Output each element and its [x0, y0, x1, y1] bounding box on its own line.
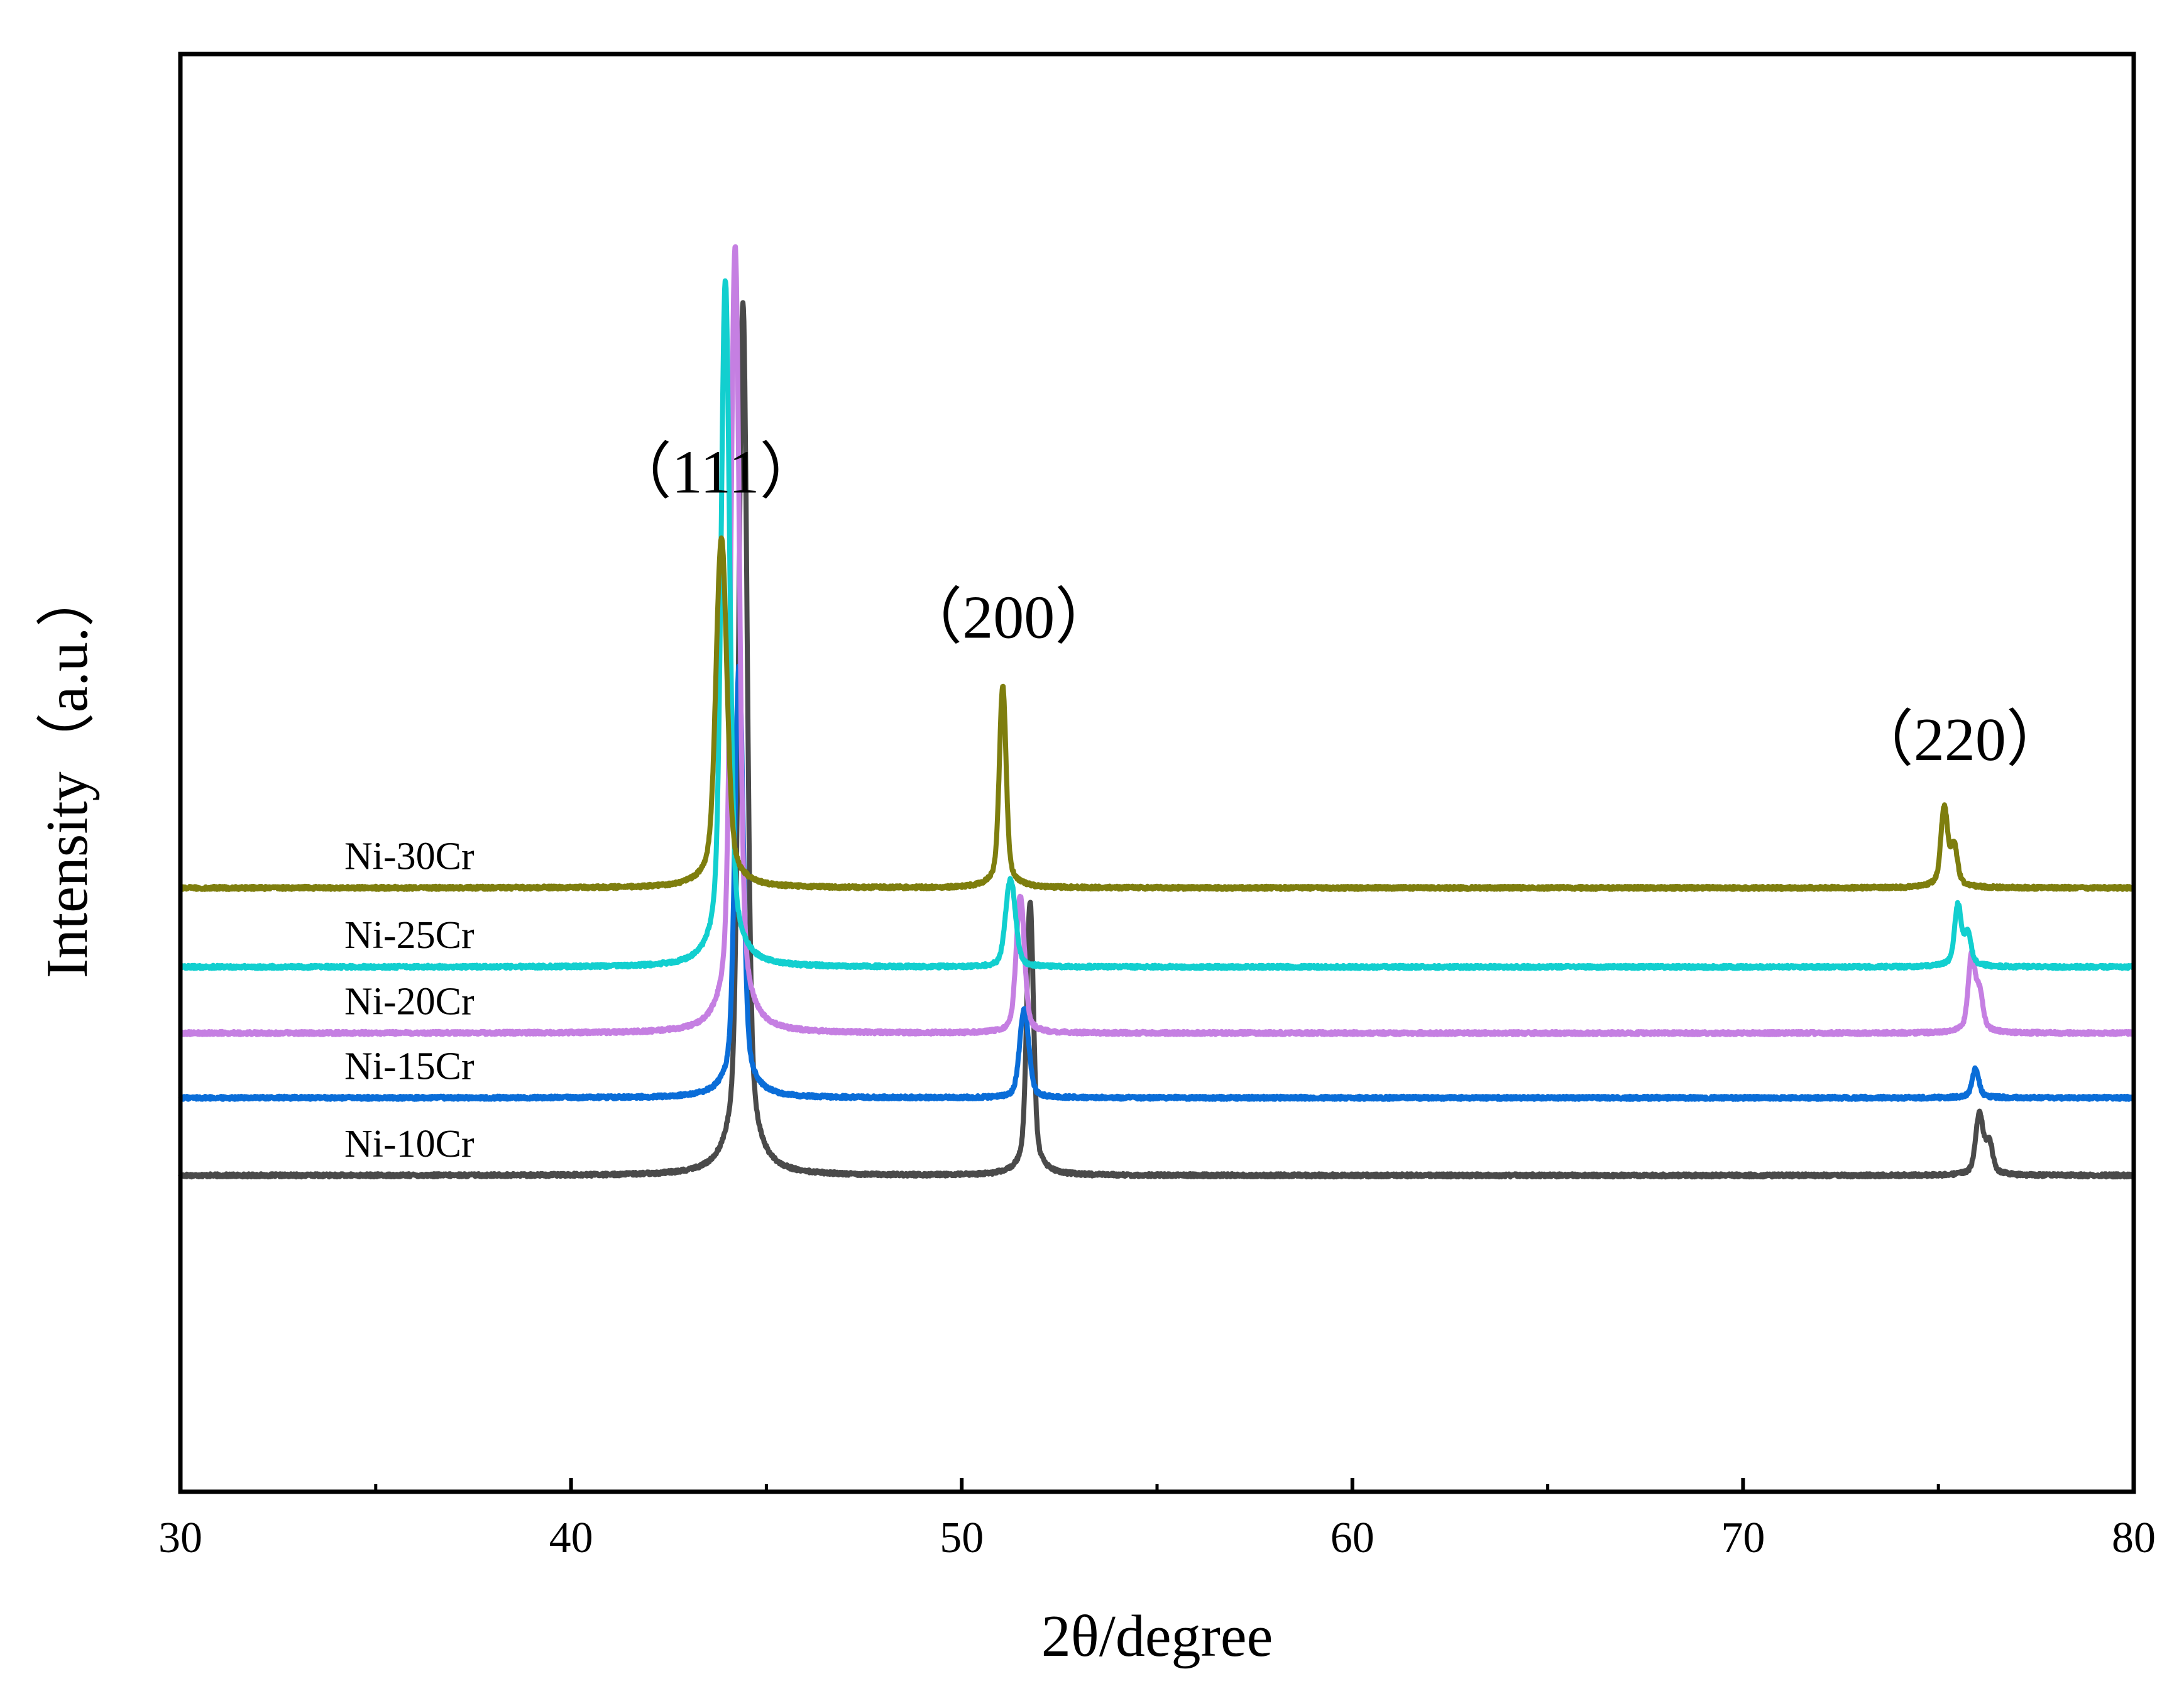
- y-axis-title: Intensity（a.u.）: [35, 568, 100, 979]
- series-label-layer: Ni-10Cr Ni-15Cr Ni-20Cr Ni-25Cr Ni-30Cr: [344, 835, 475, 1165]
- series-label-ni-30cr: Ni-30Cr: [344, 835, 475, 878]
- peak-label-111: （111）: [610, 439, 821, 507]
- series-line-ni-15cr: [178, 663, 2136, 1102]
- peak-label-220: （220）: [1852, 706, 2068, 774]
- peak-label-200: （200）: [901, 584, 1116, 652]
- x-tick-label: 40: [549, 1514, 593, 1562]
- series-layer: [178, 244, 2136, 1180]
- x-tick-label: 80: [2112, 1514, 2156, 1562]
- series-line-ni-30cr: [178, 535, 2136, 892]
- series-line-ni-20cr: [178, 244, 2136, 1037]
- series-label-ni-20cr: Ni-20Cr: [344, 980, 475, 1023]
- series-line-ni-25cr: [178, 278, 2136, 971]
- series-line-ni-10cr: [178, 300, 2136, 1180]
- x-tick-label: 50: [940, 1514, 984, 1562]
- series-label-ni-10cr: Ni-10Cr: [344, 1123, 475, 1165]
- series-label-ni-15cr: Ni-15Cr: [344, 1045, 475, 1088]
- annotation-layer: （111） （200） （220）: [610, 439, 2068, 774]
- x-axis-title: 2θ/degree: [1041, 1604, 1273, 1669]
- series-label-ni-25cr: Ni-25Cr: [344, 914, 475, 957]
- x-tick-label: 60: [1331, 1514, 1375, 1562]
- tick-layer: 30 40 50 60 70 80: [158, 1478, 2156, 1562]
- x-tick-label: 30: [158, 1514, 202, 1562]
- x-tick-label: 70: [1721, 1514, 1765, 1562]
